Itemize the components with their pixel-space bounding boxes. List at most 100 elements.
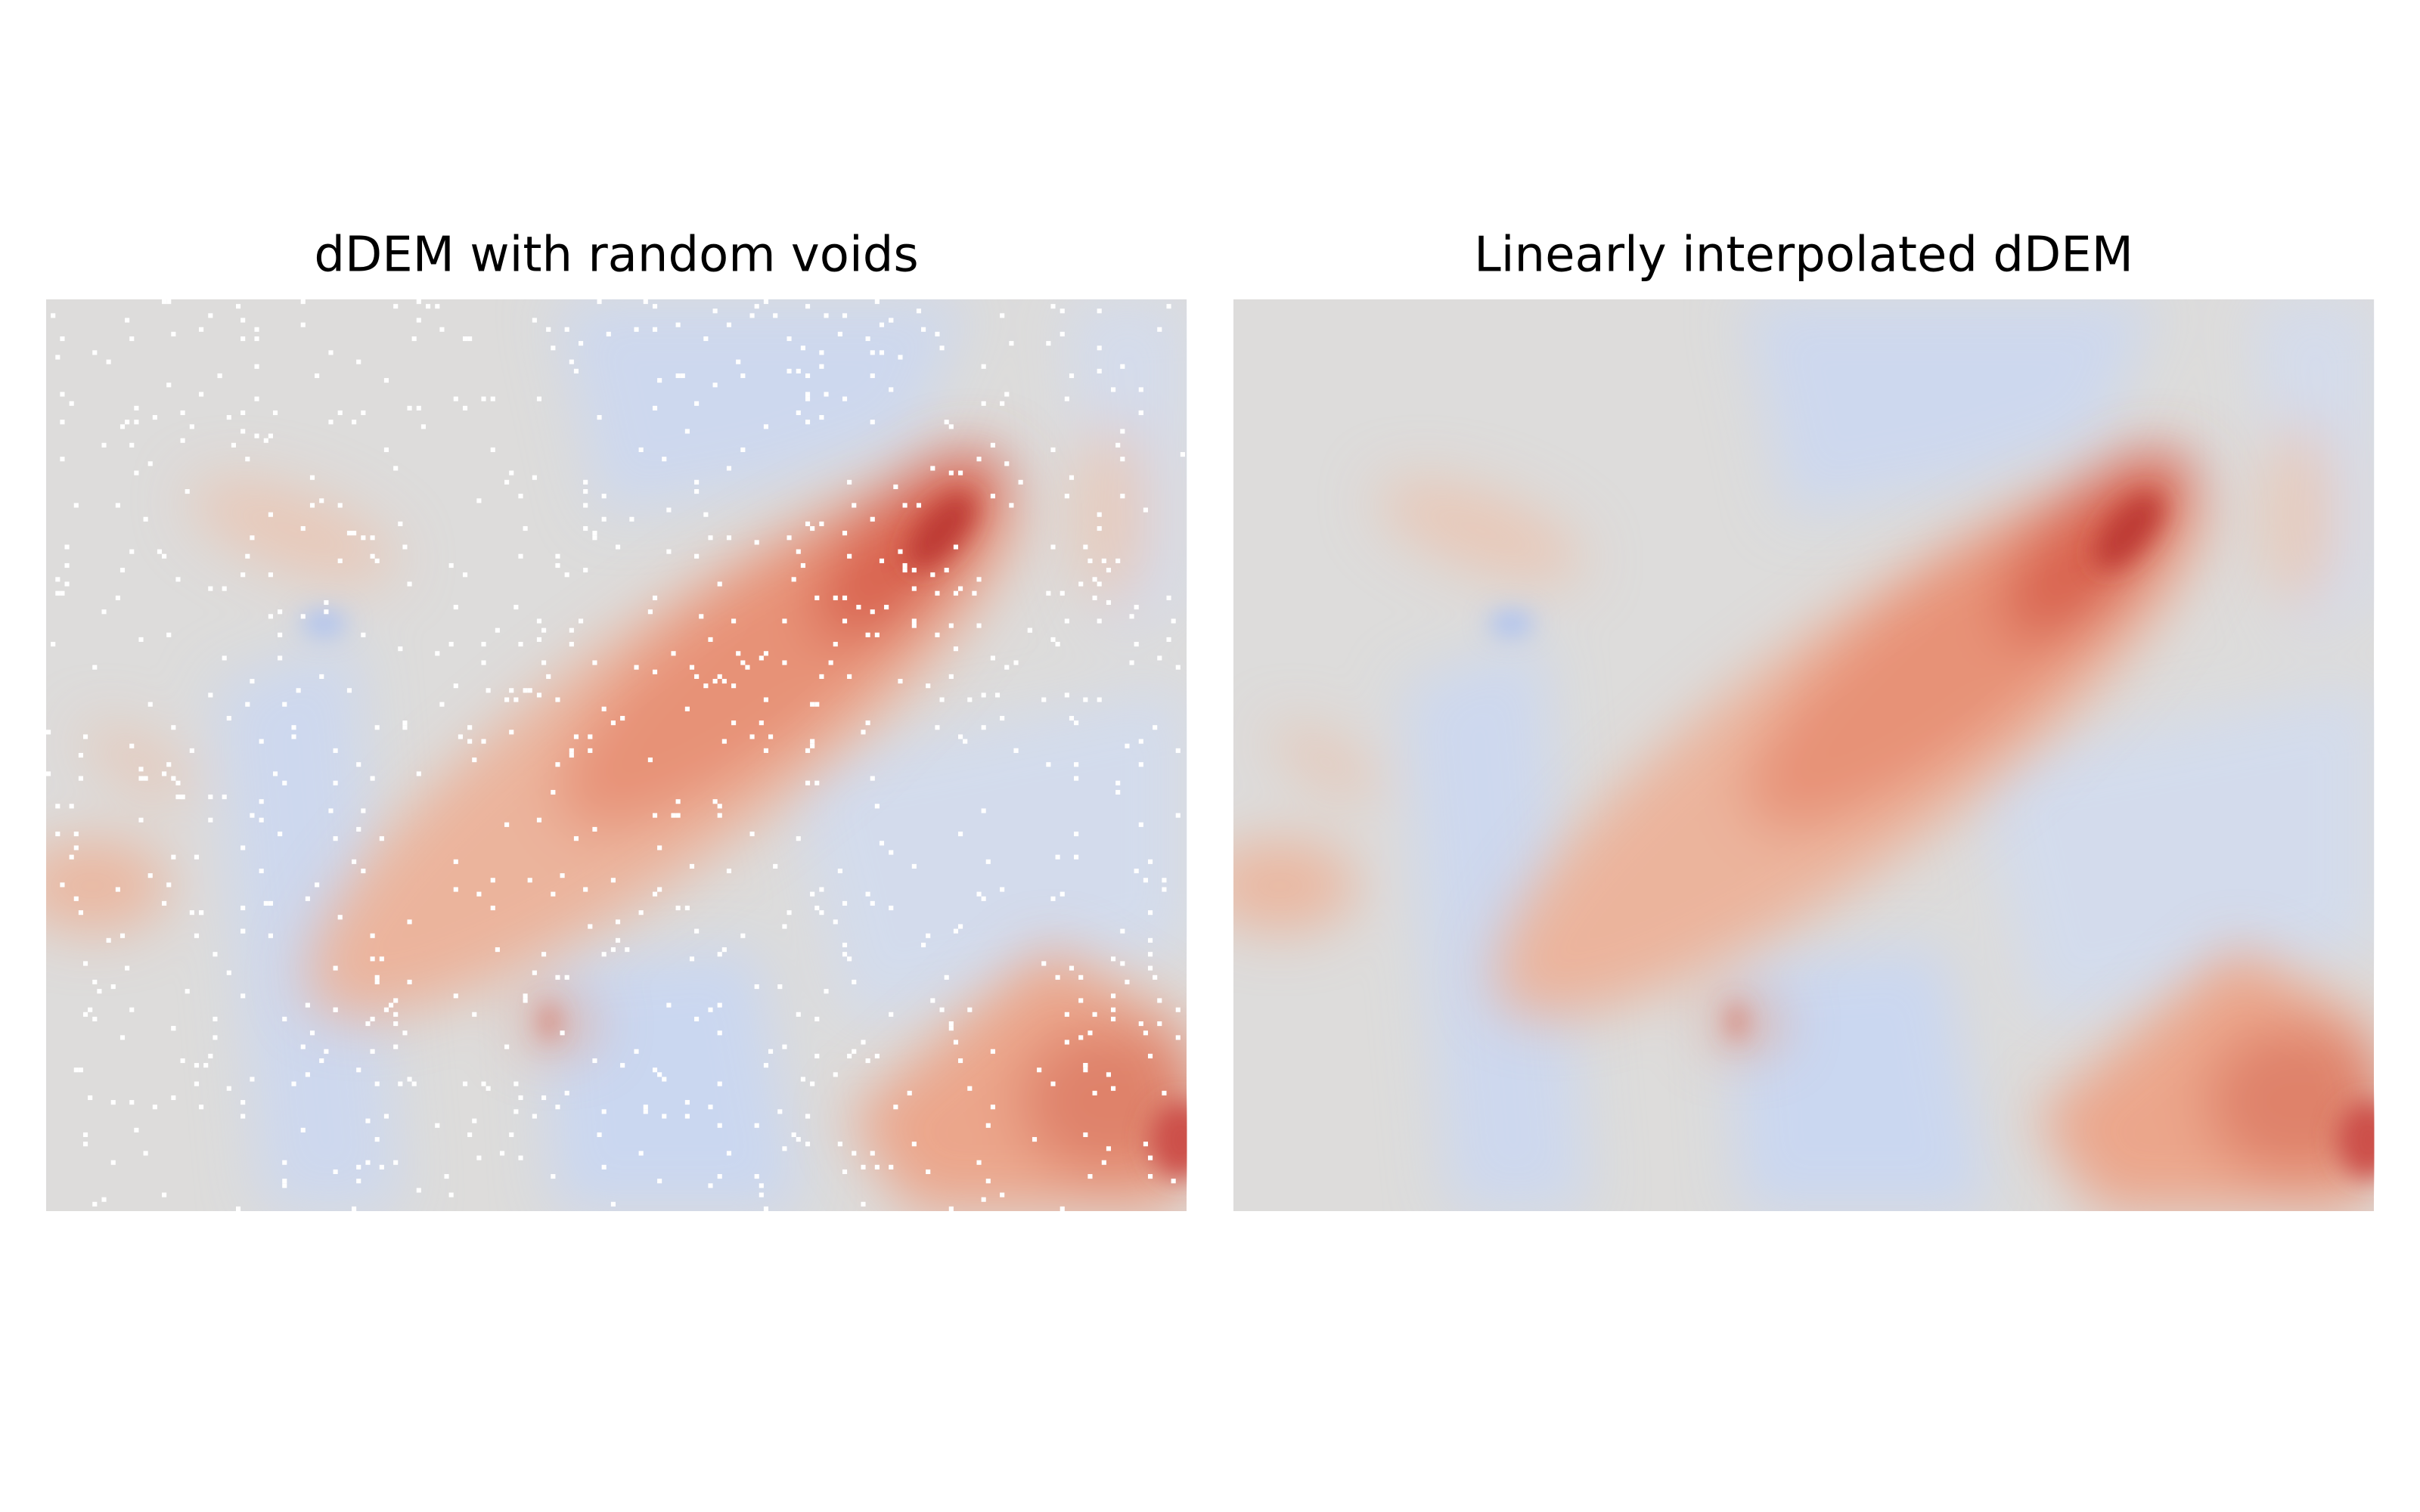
void-pixel <box>1175 1007 1181 1012</box>
void-pixel <box>64 544 70 550</box>
void-pixel <box>226 715 231 721</box>
void-pixel <box>865 632 870 637</box>
void-pixel <box>842 396 848 401</box>
void-pixel <box>199 1105 204 1110</box>
void-pixel <box>957 924 963 929</box>
void-pixel <box>819 350 824 355</box>
void-pixel <box>657 378 662 383</box>
void-pixel <box>911 623 917 628</box>
void-pixel <box>453 993 458 999</box>
heatmap-image <box>15 299 1211 1211</box>
void-pixel <box>842 942 848 948</box>
void-pixel <box>865 720 870 726</box>
void-pixel <box>69 401 74 406</box>
void-pixel <box>1175 665 1181 670</box>
void-pixel <box>689 863 695 869</box>
void-pixel <box>278 832 283 837</box>
void-pixel <box>73 503 79 508</box>
void-pixel <box>800 1077 805 1082</box>
void-pixel <box>282 702 287 707</box>
void-pixel <box>171 854 176 860</box>
void-pixel <box>967 697 973 702</box>
void-pixel <box>324 1049 329 1054</box>
void-pixel <box>814 905 820 911</box>
void-pixel <box>953 590 958 596</box>
void-pixel <box>143 776 148 781</box>
void-pixel <box>810 891 815 897</box>
void-pixel <box>763 748 769 753</box>
void-pixel <box>194 1081 200 1086</box>
void-pixel <box>824 313 829 318</box>
void-pixel <box>579 341 584 346</box>
void-pixel <box>268 900 273 906</box>
void-pixel <box>55 355 60 360</box>
void-pixel <box>615 919 621 925</box>
void-pixel <box>819 415 824 420</box>
void-pixel <box>1060 308 1065 314</box>
void-pixel <box>796 1012 801 1017</box>
void-pixel <box>532 318 537 323</box>
void-pixel <box>208 586 213 591</box>
void-pixel <box>453 859 458 864</box>
void-pixel <box>675 322 681 327</box>
void-pixel <box>657 1179 662 1184</box>
void-pixel <box>967 1086 973 1091</box>
void-pixel <box>805 396 811 401</box>
void-pixel <box>254 336 259 342</box>
void-pixel <box>240 429 246 434</box>
void-pixel <box>476 891 482 897</box>
void-pixel <box>1138 739 1143 744</box>
void-pixel <box>1046 590 1051 596</box>
void-pixel <box>1060 590 1065 596</box>
void-pixel <box>319 498 324 503</box>
void-pixel <box>129 336 135 342</box>
void-pixel <box>82 1142 88 1147</box>
void-pixel <box>435 1123 440 1128</box>
void-pixel <box>694 488 700 494</box>
void-pixel <box>1153 974 1158 980</box>
void-pixel <box>889 318 894 323</box>
void-pixel <box>1125 979 1130 985</box>
void-pixel <box>171 1026 176 1031</box>
void-pixel <box>935 331 940 336</box>
void-pixel <box>610 878 616 883</box>
void-pixel <box>889 1164 894 1170</box>
void-pixel <box>157 549 163 554</box>
void-pixel <box>768 1049 774 1054</box>
void-pixel <box>1134 868 1139 874</box>
void-pixel <box>726 466 732 471</box>
void-pixel <box>1120 961 1125 966</box>
void-pixel <box>1083 1132 1088 1138</box>
void-pixel <box>1060 891 1065 897</box>
void-pixel <box>250 813 255 818</box>
void-pixel <box>110 1100 116 1105</box>
void-pixel <box>383 447 389 453</box>
void-pixel <box>60 336 65 342</box>
void-pixel <box>407 405 412 411</box>
void-pixel <box>773 313 778 318</box>
void-pixel <box>259 868 264 874</box>
void-pixel <box>115 595 120 600</box>
void-pixel <box>254 364 259 369</box>
void-pixel <box>768 734 774 739</box>
void-pixel <box>476 498 482 503</box>
void-pixel <box>1101 1160 1106 1165</box>
void-pixel <box>1083 544 1088 550</box>
void-pixel <box>551 1174 556 1179</box>
void-pixel <box>985 1123 991 1128</box>
void-pixel <box>1134 605 1139 610</box>
void-pixel <box>115 503 120 508</box>
void-pixel <box>138 637 144 643</box>
void-pixel <box>435 304 440 309</box>
void-pixel <box>162 900 167 906</box>
void-pixel <box>490 447 495 453</box>
void-pixel <box>240 572 246 578</box>
void-pixel <box>902 503 908 508</box>
void-pixel <box>957 832 963 837</box>
void-pixel <box>763 1206 769 1211</box>
void-pixel <box>564 1090 569 1095</box>
panel-title: dDEM with random voids <box>314 228 918 284</box>
void-pixel <box>119 568 126 573</box>
void-pixel <box>73 845 79 850</box>
void-pixel <box>731 720 737 726</box>
